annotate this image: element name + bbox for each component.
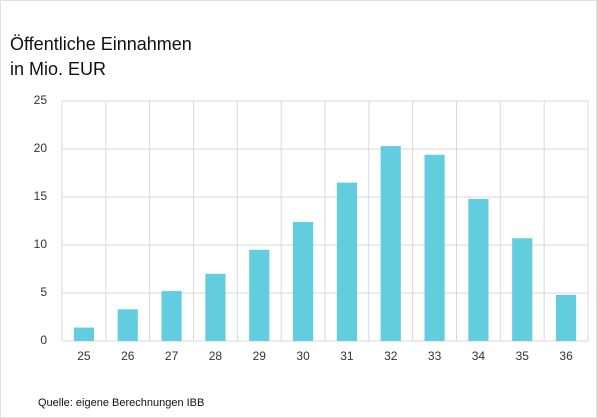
chart-title: Öffentliche Einnahmen — [10, 34, 192, 54]
bar — [293, 221, 314, 341]
x-tick-label: 32 — [384, 349, 398, 363]
bar — [205, 273, 226, 341]
bar — [161, 291, 182, 341]
bar — [468, 198, 489, 341]
bar — [556, 294, 577, 341]
bar — [249, 249, 270, 341]
x-tick-label: 31 — [340, 349, 354, 363]
x-tick-label: 34 — [472, 349, 486, 363]
y-tick-label: 5 — [40, 285, 47, 299]
x-tick-label: 28 — [209, 349, 223, 363]
bar — [73, 327, 94, 341]
source-note: Quelle: eigene Berechnungen IBB — [38, 397, 204, 409]
x-tick-label: 36 — [559, 349, 573, 363]
y-tick-label: 15 — [34, 189, 48, 203]
y-tick-label: 25 — [34, 93, 48, 107]
bar — [336, 182, 357, 341]
y-tick-label: 0 — [40, 333, 47, 347]
x-tick-label: 35 — [516, 349, 530, 363]
x-tick-label: 27 — [165, 349, 179, 363]
y-tick-label: 20 — [34, 141, 48, 155]
x-tick-label: 33 — [428, 349, 442, 363]
bar — [424, 154, 445, 341]
bar — [512, 238, 533, 341]
x-tick-label: 25 — [77, 349, 91, 363]
chart-subtitle: in Mio. EUR — [10, 59, 106, 79]
bar — [380, 146, 401, 341]
x-tick-label: 26 — [121, 349, 135, 363]
x-tick-label: 29 — [253, 349, 267, 363]
y-tick-label: 10 — [34, 237, 48, 251]
bar — [117, 309, 138, 341]
x-tick-label: 30 — [296, 349, 310, 363]
